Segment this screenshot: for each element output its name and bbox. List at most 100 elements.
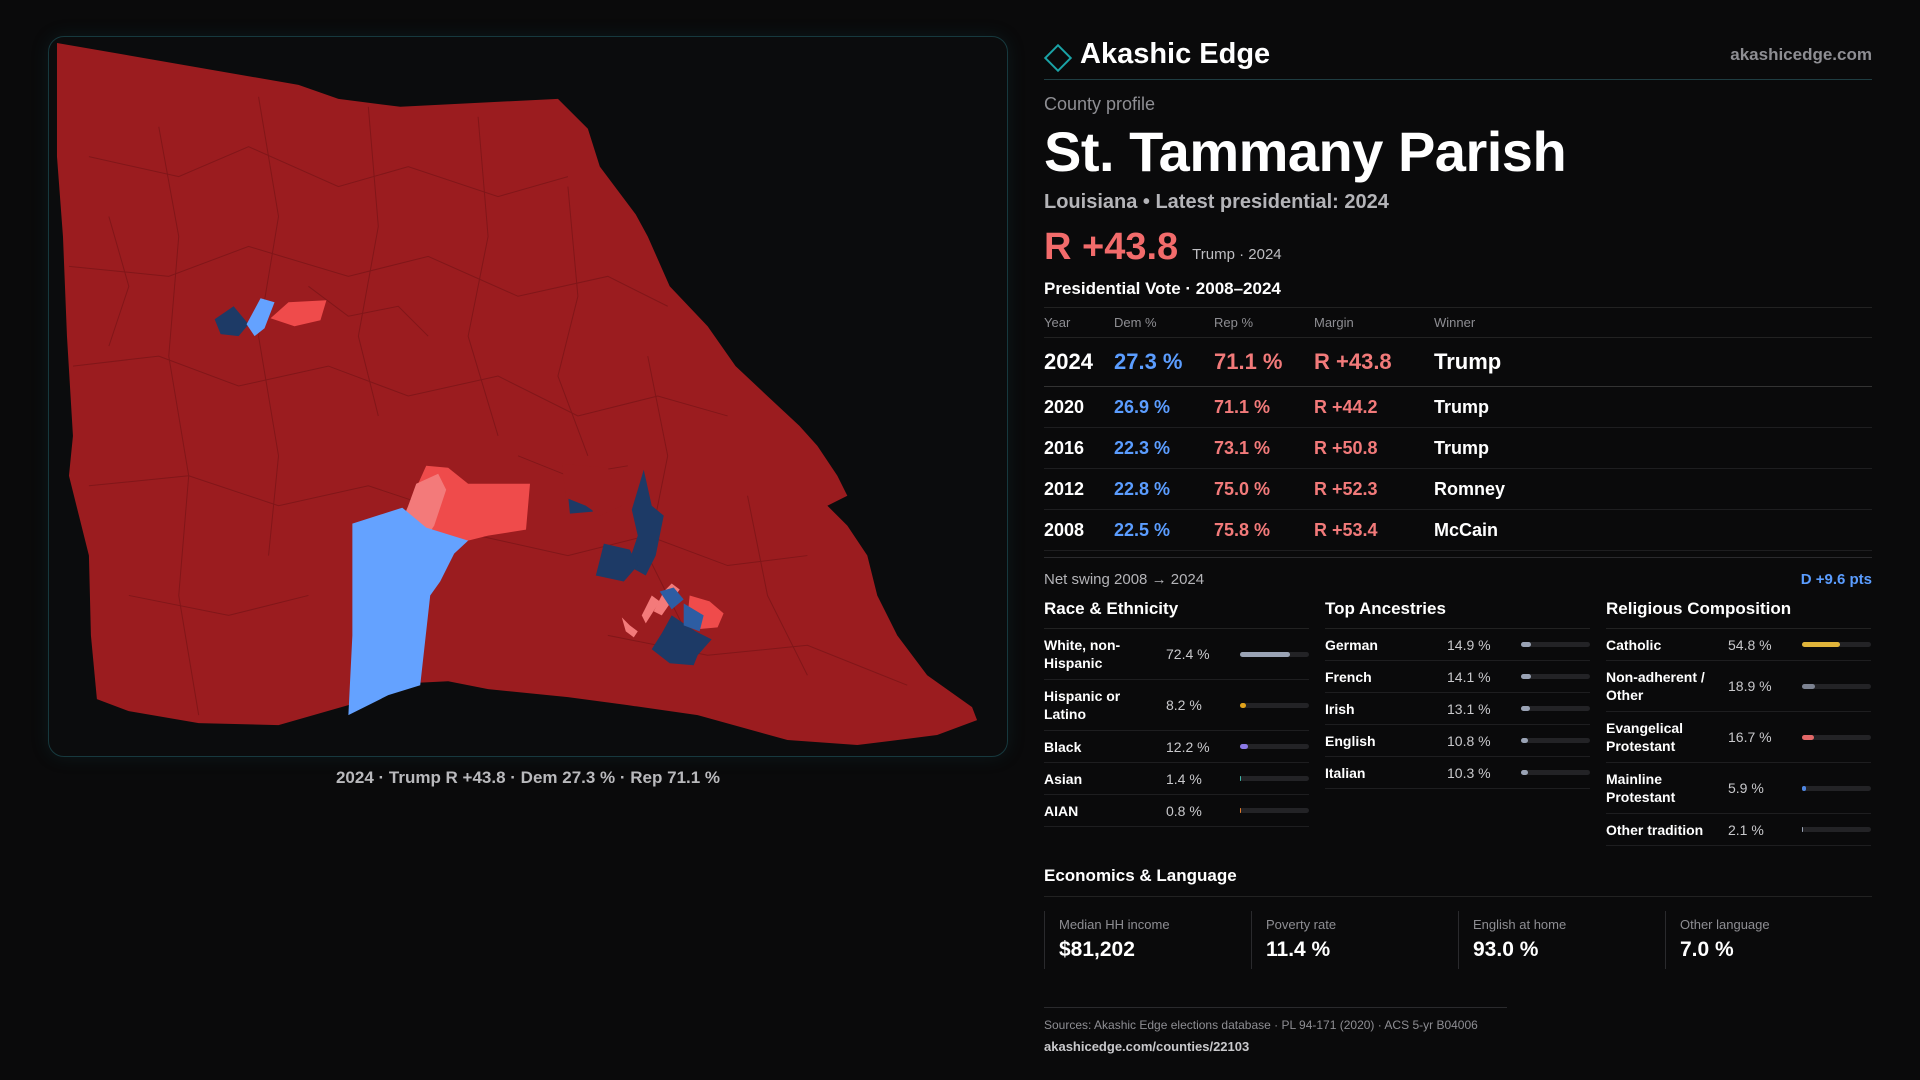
religion-bar — [1802, 642, 1871, 648]
sources-text: Sources: Akashic Edge elections database… — [1044, 1018, 1478, 1033]
religion-bar — [1802, 734, 1871, 740]
table-header-row: Year Dem % Rep % Margin Winner — [1044, 307, 1872, 339]
religious-composition-title: Religious Composition — [1606, 599, 1871, 630]
list-item[interactable]: Black 12.2 % — [1044, 731, 1309, 764]
stat-label: Poverty rate — [1266, 917, 1337, 933]
cell-margin: R +52.3 — [1314, 468, 1434, 511]
column-header-margin: Margin — [1314, 307, 1434, 339]
economics-title: Economics & Language — [1044, 866, 1872, 898]
precinct-west-dem[interactable] — [348, 507, 469, 716]
religion-bar-fill — [1802, 642, 1840, 648]
column-header-year: Year — [1044, 307, 1114, 339]
religion-bar-fill — [1802, 827, 1804, 833]
race-value: 8.2 % — [1166, 697, 1202, 714]
brand-url-link[interactable]: akashicedge.com — [1730, 44, 1872, 64]
presidential-vote-table: Year Dem % Rep % Margin Winner 2024 27.3… — [1044, 307, 1872, 552]
list-item[interactable]: Italian 10.3 % — [1325, 757, 1590, 790]
cell-year: 2024 — [1044, 337, 1114, 388]
cell-winner: Trump — [1434, 337, 1872, 388]
cell-year: 2016 — [1044, 427, 1114, 470]
ancestry-bar — [1521, 770, 1590, 776]
religion-value: 16.7 % — [1728, 729, 1772, 746]
precinct-south-lean-dem[interactable] — [683, 603, 704, 632]
presidential-vote-title: Presidential Vote · 2008–2024 — [1044, 279, 1872, 308]
race-bar-fill — [1240, 702, 1246, 708]
race-value: 0.8 % — [1166, 802, 1202, 819]
religion-label: Mainline Protestant — [1606, 770, 1676, 806]
column-header-rep: Rep % — [1214, 307, 1314, 339]
cell-rep: 75.0 % — [1214, 468, 1314, 511]
table-row[interactable]: 2016 22.3 % 73.1 % R +50.8 Trump — [1044, 427, 1872, 470]
cell-dem: 22.8 % — [1114, 468, 1214, 511]
precinct-east-rep-a[interactable] — [561, 463, 622, 516]
table-row[interactable]: 2012 22.8 % 75.0 % R +52.3 Romney — [1044, 468, 1872, 511]
list-item[interactable]: AIAN 0.8 % — [1044, 795, 1309, 828]
race-bar-fill — [1240, 776, 1242, 782]
race-bar-fill — [1240, 808, 1242, 814]
ancestry-value: 14.1 % — [1447, 668, 1491, 685]
ancestry-bar-fill — [1521, 642, 1532, 648]
race-bar — [1240, 702, 1309, 708]
precinct-east-dem-b[interactable] — [627, 469, 664, 576]
ancestry-bar-fill — [1521, 706, 1531, 712]
parish-outline[interactable] — [56, 42, 978, 746]
brand[interactable]: Akashic Edge — [1043, 38, 1270, 72]
cell-year: 2020 — [1044, 386, 1114, 429]
stat-label: English at home — [1473, 917, 1567, 933]
ancestry-value: 10.3 % — [1447, 764, 1491, 781]
religion-bar — [1802, 827, 1871, 833]
list-item[interactable]: Hispanic or Latino 8.2 % — [1044, 680, 1309, 732]
precinct-map-svg[interactable] — [49, 37, 1007, 756]
race-label: White, non-Hispanic — [1044, 636, 1121, 672]
stat-english-at-home: English at home 93.0 % — [1458, 911, 1665, 970]
list-item[interactable]: French 14.1 % — [1325, 661, 1590, 694]
cell-rep: 75.8 % — [1214, 509, 1314, 552]
stat-value: 11.4 % — [1266, 938, 1331, 962]
list-item[interactable]: Irish 13.1 % — [1325, 693, 1590, 726]
list-item[interactable]: White, non-Hispanic 72.4 % — [1044, 629, 1309, 681]
precinct-north-light-dem[interactable] — [246, 298, 275, 337]
ancestry-value: 14.9 % — [1447, 636, 1491, 653]
cell-rep: 71.1 % — [1214, 337, 1314, 388]
stat-value: 93.0 % — [1473, 938, 1539, 962]
race-bar — [1240, 808, 1309, 814]
race-value: 1.4 % — [1166, 770, 1202, 787]
religious-composition-section: Religious Composition Catholic 54.8 % No… — [1606, 599, 1871, 847]
precinct-north-lean-rep[interactable] — [270, 300, 327, 327]
religion-label: Non-adherent / Other — [1606, 668, 1705, 704]
precinct-north-dem[interactable] — [214, 306, 249, 337]
religion-label: Other tradition — [1606, 821, 1704, 838]
precinct-south-dem-b[interactable] — [651, 615, 712, 666]
precinct-east-light-rep-b[interactable] — [641, 595, 660, 624]
race-ethnicity-title: Race & Ethnicity — [1044, 599, 1309, 630]
ancestry-label: German — [1325, 636, 1378, 653]
list-item[interactable]: Asian 1.4 % — [1044, 763, 1309, 796]
list-item[interactable]: English 10.8 % — [1325, 725, 1590, 758]
stat-poverty-rate: Poverty rate 11.4 % — [1251, 911, 1458, 970]
race-bar-fill — [1240, 651, 1290, 657]
net-swing-row: Net swing 2008 → 2024 D +9.6 pts — [1044, 557, 1872, 591]
precinct-south-dem-a[interactable] — [659, 587, 684, 610]
race-bar — [1240, 776, 1309, 782]
cell-rep: 73.1 % — [1214, 427, 1314, 470]
table-row[interactable]: 2008 22.5 % 75.8 % R +53.4 McCain — [1044, 509, 1872, 552]
headline-margin: R +43.8 — [1044, 225, 1179, 268]
sources-url-link[interactable]: akashicedge.com/counties/22103 — [1044, 1039, 1250, 1055]
precinct-east-dem-c[interactable] — [595, 543, 638, 582]
table-row[interactable]: 2020 26.9 % 71.1 % R +44.2 Trump — [1044, 386, 1872, 429]
list-item[interactable]: Other tradition 2.1 % — [1606, 814, 1871, 847]
cell-winner: Trump — [1434, 427, 1872, 470]
diamond-logo-icon — [1043, 43, 1073, 72]
precinct-south-rep-strip[interactable] — [621, 617, 638, 638]
list-item[interactable]: Catholic 54.8 % — [1606, 629, 1871, 662]
cell-winner: Romney — [1434, 468, 1872, 511]
race-label: Asian — [1044, 770, 1083, 787]
county-map[interactable] — [48, 36, 1008, 757]
list-item[interactable]: Mainline Protestant 5.9 % — [1606, 763, 1871, 815]
religion-value: 5.9 % — [1728, 780, 1764, 797]
list-item[interactable]: Non-adherent / Other 18.9 % — [1606, 661, 1871, 713]
list-item[interactable]: Evangelical Protestant 16.7 % — [1606, 712, 1871, 764]
religion-bar — [1802, 683, 1871, 689]
list-item[interactable]: German 14.9 % — [1325, 629, 1590, 662]
table-row[interactable]: 2024 27.3 % 71.1 % R +43.8 Trump — [1044, 337, 1872, 388]
